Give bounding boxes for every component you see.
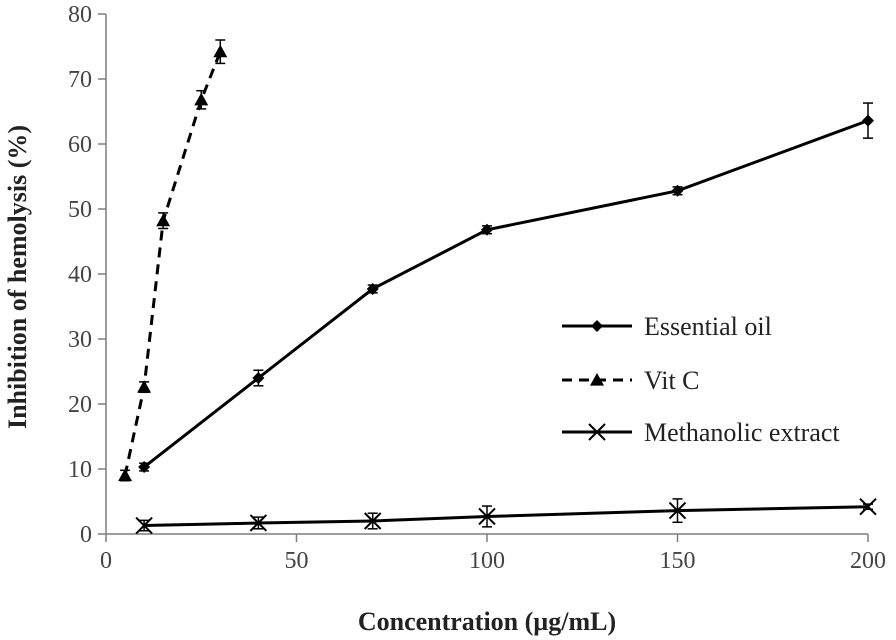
y-axis-title: Inhibition of hemolysis (%) — [3, 125, 32, 429]
x-marker — [859, 497, 877, 516]
series-essential-oil — [138, 102, 874, 474]
legend-item: Methanolic extract — [562, 418, 840, 447]
series-line — [144, 505, 869, 527]
legend-item: Vit C — [562, 366, 700, 395]
x-tick-label: 0 — [100, 548, 112, 574]
triangle-marker — [137, 380, 152, 393]
triangle-marker — [590, 373, 604, 386]
x-marker — [135, 516, 153, 535]
x-marker-stroke — [668, 501, 687, 520]
legend-label: Vit C — [644, 366, 700, 395]
y-tick-label: 60 — [68, 132, 92, 158]
legend-label: Methanolic extract — [644, 418, 840, 447]
diamond-marker — [862, 114, 874, 127]
x-marker — [249, 514, 268, 532]
triangle-marker — [213, 44, 228, 58]
x-tick-label: 100 — [469, 548, 505, 574]
x-marker-stroke — [859, 497, 877, 516]
legend: Essential oil Vit C Methanolic extract — [562, 312, 840, 447]
y-tick-label: 10 — [68, 457, 92, 483]
series-layer — [118, 39, 877, 535]
axes — [105, 14, 868, 535]
diamond-marker — [671, 184, 684, 197]
series-line — [143, 119, 869, 469]
diamond-marker — [481, 223, 493, 236]
y-tick-label: 20 — [68, 392, 92, 418]
series-line — [123, 51, 222, 476]
x-marker-stroke — [135, 516, 153, 535]
y-tick-label: 40 — [68, 262, 92, 288]
triangle-marker — [194, 92, 209, 106]
y-tick-label: 30 — [68, 327, 92, 353]
y-tick-label: 0 — [80, 522, 92, 548]
x-marker — [478, 507, 496, 526]
y-tick-label: 50 — [68, 197, 92, 223]
diamond-marker — [252, 372, 265, 384]
x-tick-label: 150 — [660, 548, 696, 574]
series-methanolic-extract — [135, 497, 877, 535]
x-tick-label: 200 — [850, 548, 886, 574]
y-tick-label: 70 — [68, 67, 92, 93]
ticks: 0 10 20 30 40 50 60 70 80 0 50 100 150 200 — [68, 2, 886, 574]
diamond-marker — [366, 282, 379, 295]
triangle-marker — [156, 213, 171, 227]
legend-item: Essential oil — [562, 312, 772, 341]
diamond-marker — [138, 461, 151, 474]
x-marker — [363, 512, 382, 530]
x-axis-title: Concentration (µg/mL) — [358, 607, 616, 636]
x-marker-stroke — [249, 514, 268, 532]
x-marker-stroke — [363, 512, 382, 530]
legend-label: Essential oil — [644, 312, 772, 341]
x-marker — [588, 423, 606, 441]
diamond-marker — [591, 320, 603, 332]
series-vit-c — [118, 39, 228, 482]
y-tick-label: 80 — [68, 2, 92, 28]
x-marker-stroke — [478, 507, 496, 526]
triangle-marker — [118, 468, 133, 482]
x-marker — [668, 501, 687, 520]
x-marker-stroke — [588, 423, 606, 441]
x-tick-label: 50 — [285, 548, 309, 574]
